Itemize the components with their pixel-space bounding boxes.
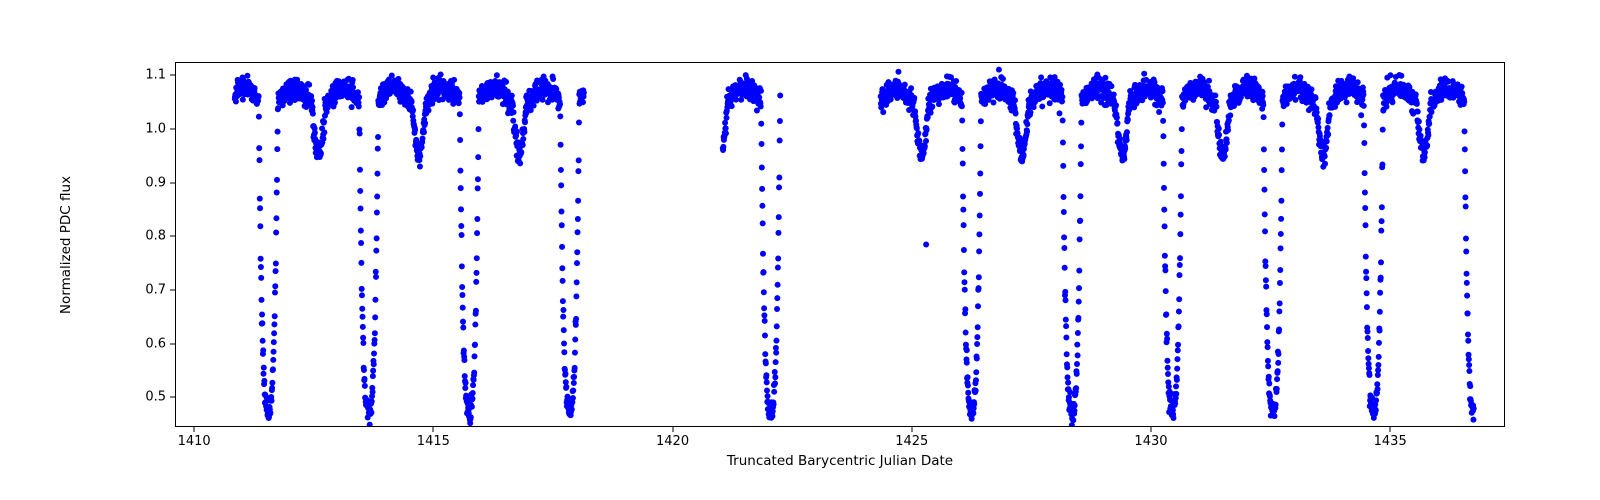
- x-tick-label: 1425: [895, 434, 928, 449]
- x-tick-mark: [911, 427, 912, 432]
- y-tick-label: 1.1: [145, 68, 166, 83]
- x-tick-mark: [194, 427, 195, 432]
- lightcurve-scatter: [175, 62, 1505, 427]
- y-tick-mark: [170, 343, 175, 344]
- x-tick-label: 1415: [417, 434, 450, 449]
- y-tick-mark: [170, 290, 175, 291]
- y-tick-label: 0.9: [145, 175, 166, 190]
- x-tick-mark: [1390, 427, 1391, 432]
- y-tick-label: 0.5: [145, 390, 166, 405]
- y-tick-mark: [170, 397, 175, 398]
- x-tick-label: 1435: [1374, 434, 1407, 449]
- x-tick-mark: [1150, 427, 1151, 432]
- y-tick-label: 0.6: [145, 336, 166, 351]
- x-tick-mark: [433, 427, 434, 432]
- x-tick-mark: [672, 427, 673, 432]
- x-axis-label: Truncated Barycentric Julian Date: [727, 453, 953, 469]
- y-tick-mark: [170, 182, 175, 183]
- axes: Truncated Barycentric Julian Date Normal…: [175, 62, 1505, 427]
- figure: Truncated Barycentric Julian Date Normal…: [0, 0, 1600, 500]
- x-tick-label: 1430: [1134, 434, 1167, 449]
- plot-area: [175, 62, 1505, 427]
- y-tick-label: 0.8: [145, 229, 166, 244]
- y-tick-label: 1.0: [145, 122, 166, 137]
- x-tick-label: 1420: [656, 434, 689, 449]
- x-tick-label: 1410: [178, 434, 211, 449]
- y-tick-mark: [170, 75, 175, 76]
- y-tick-mark: [170, 129, 175, 130]
- y-tick-label: 0.7: [145, 283, 166, 298]
- y-axis-label: Normalized PDC flux: [58, 175, 74, 313]
- y-tick-mark: [170, 236, 175, 237]
